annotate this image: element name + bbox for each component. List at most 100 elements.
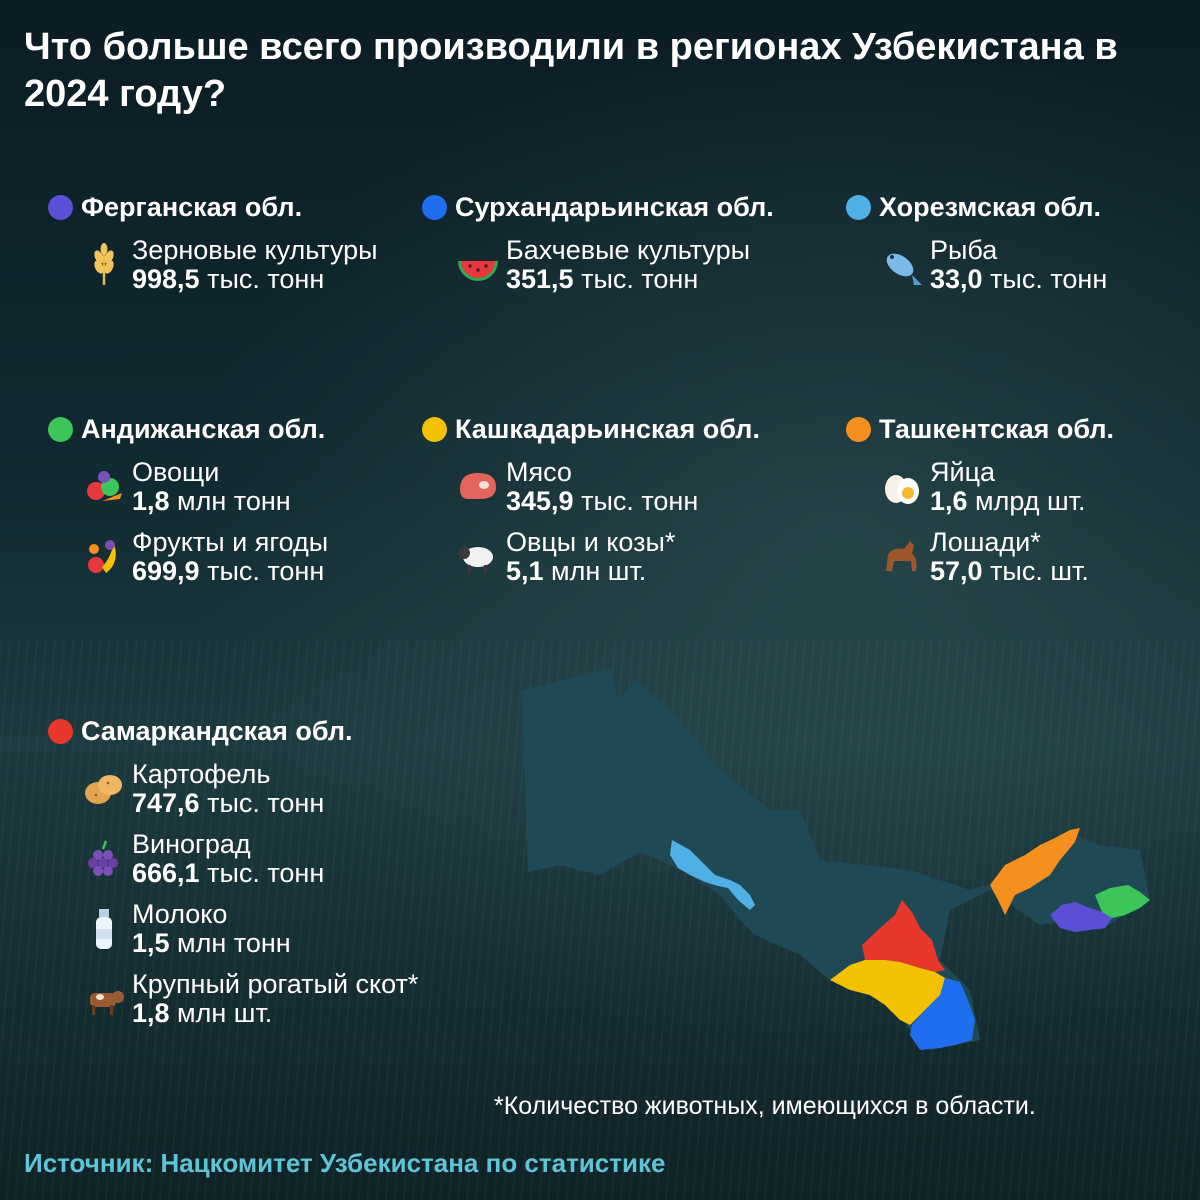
product-value: 1,5 млн тонн [132, 929, 291, 958]
region-samarkand: Самаркандская обл. Картофель 747,6 тыс. то… [48, 714, 418, 1028]
milk-icon [96, 909, 112, 949]
product-label: Лошади* [930, 527, 1041, 557]
region-andijan: Андижанская обл. Овощи 1,8 млн тонн Фрукты … [48, 412, 328, 586]
product-label: Крупный рогатый скот* [132, 969, 419, 999]
region-fergana: Ферганская обл. Зерновые культуры 998,5 ты… [48, 190, 378, 294]
product-label: Мясо [506, 457, 572, 487]
value-number: 57,0 [930, 556, 983, 586]
region-name: Самаркандская обл. [81, 715, 353, 746]
value-number: 351,5 [506, 264, 574, 294]
map-region-khorezm [670, 840, 755, 910]
product-value: 699,9 тыс. тонн [132, 557, 328, 586]
product-label: Картофель [132, 759, 271, 789]
page-title: Что больше всего производили в регионах … [24, 26, 1118, 115]
product-item: Зерновые культуры 998,5 тыс. тонн [80, 236, 378, 294]
value-number: 33,0 [930, 264, 983, 294]
sheep-icon [458, 547, 493, 574]
legend-dot [846, 416, 871, 442]
grapes-icon [88, 840, 118, 876]
value-number: 1,6 [930, 486, 968, 516]
product-value: 998,5 тыс. тонн [132, 265, 378, 294]
value-number: 345,9 [506, 486, 574, 516]
product-label: Рыба [930, 235, 998, 265]
map-region-surkhandarya [910, 978, 975, 1050]
map-region-tashkent [990, 828, 1080, 915]
product-value: 747,6 тыс. тонн [132, 789, 324, 818]
value-unit: тыс. тонн [199, 788, 325, 818]
legend-dot [48, 194, 73, 220]
product-item: Мясо 345,9 тыс. тонн [454, 458, 760, 516]
region-name: Андижанская обл. [81, 413, 326, 444]
map-region-andijan [1095, 885, 1150, 918]
wheat-icon [94, 243, 114, 285]
eggs-icon [885, 475, 919, 504]
value-unit: тыс. тонн [982, 264, 1108, 294]
vegetables-icon [87, 471, 122, 501]
product-label: Овцы и козы* [506, 527, 676, 557]
product-label: Бахчевые культуры [506, 235, 751, 265]
product-item: Виноград 666,1 тыс. тонн [80, 830, 418, 888]
region-name: Хорезмская обл. [879, 191, 1101, 222]
value-unit: тыс. шт. [982, 556, 1089, 586]
potato-icon [85, 775, 122, 804]
value-number: 5,1 [506, 556, 544, 586]
product-item: Лошади* 57,0 тыс. шт. [878, 528, 1114, 586]
fruits-icon [88, 540, 116, 573]
product-value: 351,5 тыс. тонн [506, 265, 750, 294]
legend-dot [48, 416, 73, 442]
source-credit: Источник: Нацкомитет Узбекистана по стат… [24, 1148, 666, 1178]
product-label: Овощи [132, 457, 220, 487]
product-item: Яйца 1,6 млрд шт. [878, 458, 1114, 516]
value-unit: тыс. тонн [573, 264, 699, 294]
value-number: 747,6 [132, 788, 200, 818]
legend-dot [422, 416, 447, 442]
product-label: Зерновые культуры [132, 235, 378, 265]
value-unit: млн тонн [169, 486, 291, 516]
product-item: Овощи 1,8 млн тонн [80, 458, 328, 516]
region-khorezm: Хорезмская обл. Рыба 33,0 тыс. тонн [846, 190, 1107, 294]
legend-dot [846, 194, 871, 220]
region-header: Ташкентская обл. [846, 412, 1114, 446]
region-name: Ташкентская обл. [879, 413, 1114, 444]
product-item: Рыба 33,0 тыс. тонн [878, 236, 1107, 294]
value-number: 1,8 [132, 486, 170, 516]
value-number: 699,9 [132, 556, 200, 586]
product-value: 1,8 млн тонн [132, 487, 291, 516]
map-region-kashkadarya [830, 960, 945, 1025]
product-value: 5,1 млн шт. [506, 557, 675, 586]
region-header: Хорезмская обл. [846, 190, 1107, 224]
product-value: 666,1 тыс. тонн [132, 859, 324, 888]
legend-dot [48, 718, 73, 744]
meat-icon [460, 473, 496, 499]
product-value: 57,0 тыс. шт. [930, 557, 1089, 586]
footnote: *Количество животных, имеющихся в област… [494, 1092, 1036, 1120]
value-number: 998,5 [132, 264, 200, 294]
product-item: Бахчевые культуры 351,5 тыс. тонн [454, 236, 774, 294]
value-unit: тыс. тонн [199, 264, 325, 294]
product-item: Овцы и козы* 5,1 млн шт. [454, 528, 760, 586]
region-header: Самаркандская обл. [48, 714, 418, 748]
region-name: Ферганская обл. [81, 191, 303, 222]
value-unit: тыс. тонн [199, 858, 325, 888]
product-value: 345,9 тыс. тонн [506, 487, 698, 516]
map-region-fergana [1050, 902, 1112, 932]
region-header: Сурхандарьинская обл. [422, 190, 774, 224]
value-unit: млн тонн [169, 928, 291, 958]
product-item: Молоко 1,5 млн тонн [80, 900, 418, 958]
value-number: 1,5 [132, 928, 170, 958]
legend-dot [422, 194, 447, 220]
value-unit: млрд шт. [967, 486, 1086, 516]
value-number: 666,1 [132, 858, 200, 888]
value-number: 1,8 [132, 998, 170, 1028]
product-value: 33,0 тыс. тонн [930, 265, 1107, 294]
map-region-samarkand [862, 900, 945, 972]
value-unit: тыс. тонн [573, 486, 699, 516]
uzbekistan-map [522, 668, 1150, 1050]
cow-icon [90, 991, 124, 1015]
value-unit: млн шт. [169, 998, 273, 1028]
watermelon-icon [458, 261, 498, 281]
value-unit: тыс. тонн [199, 556, 325, 586]
product-item: Картофель 747,6 тыс. тонн [80, 760, 418, 818]
product-item: Крупный рогатый скот* 1,8 млн шт. [80, 970, 418, 1028]
product-label: Яйца [930, 457, 996, 487]
